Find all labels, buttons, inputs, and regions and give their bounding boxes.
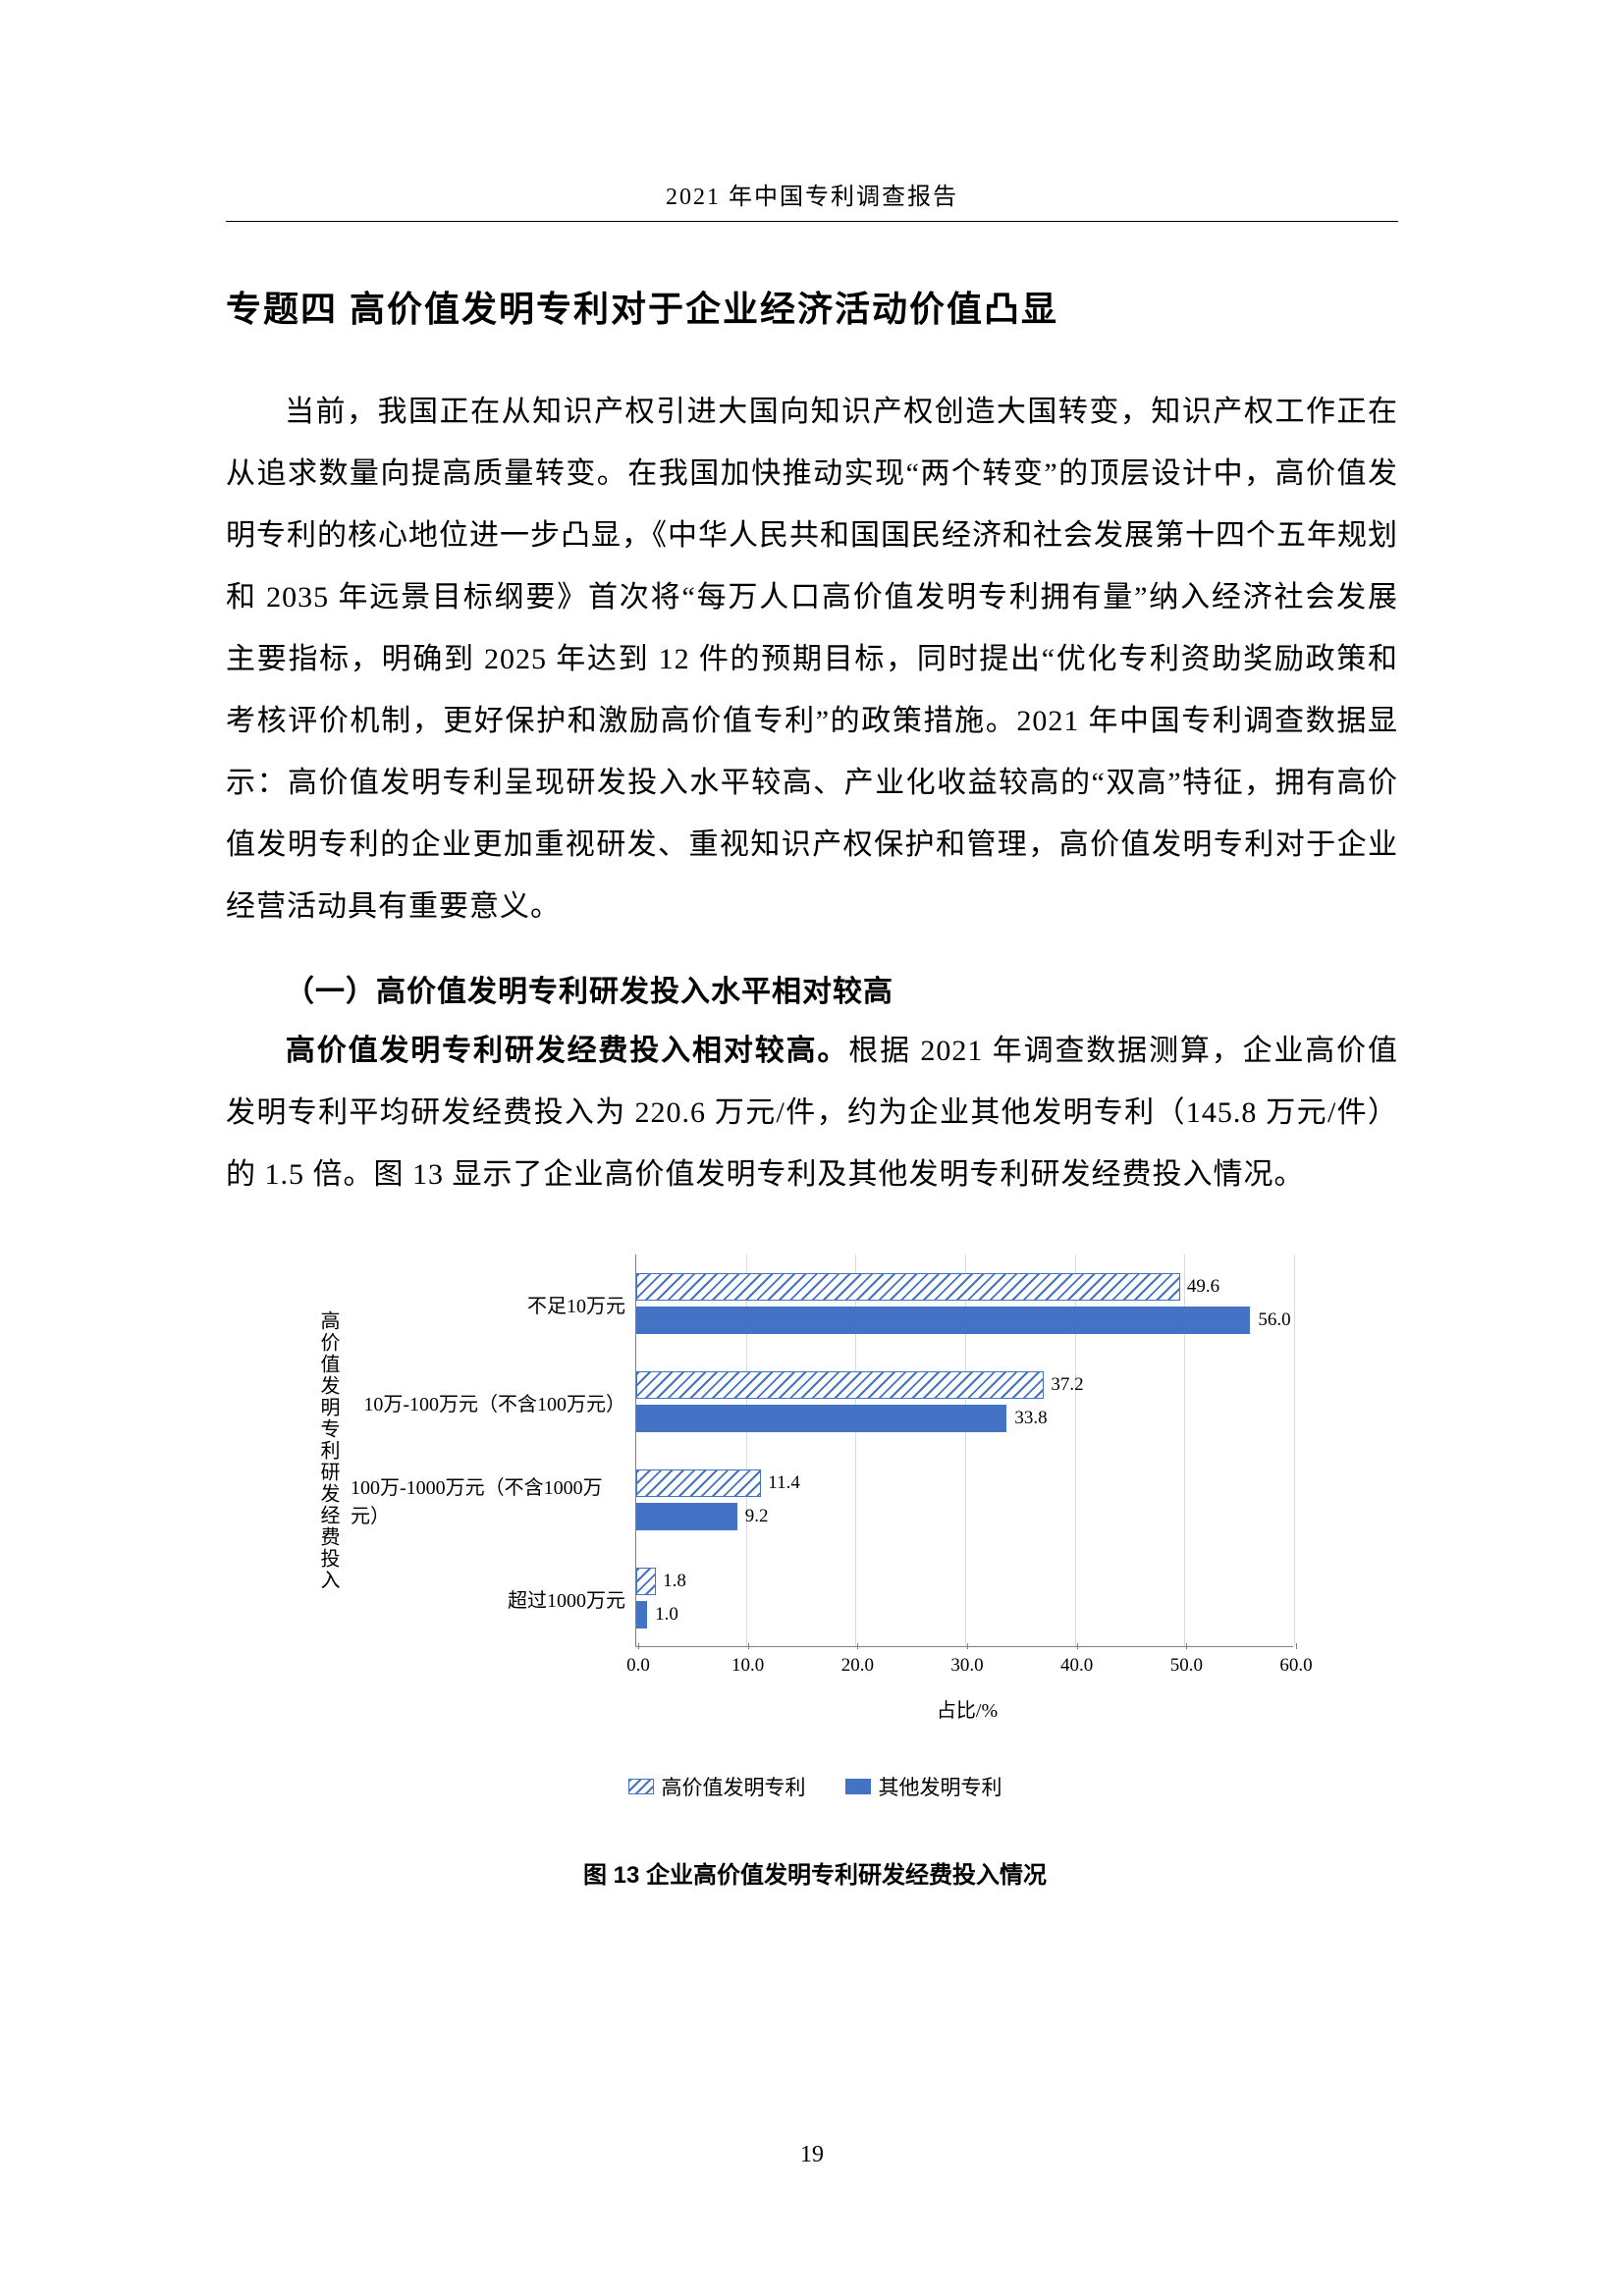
y-category-label: 不足10万元: [351, 1255, 635, 1353]
paragraph-2: 高价值发明专利研发经费投入相对较高。根据 2021 年调查数据测算，企业高价值发…: [226, 1020, 1398, 1205]
x-tick-label: 50.0: [1170, 1655, 1203, 1677]
bar-hatched: 49.6: [636, 1273, 1180, 1301]
bar-solid: 1.0: [636, 1601, 647, 1629]
legend-item: 其他发明专利: [845, 1772, 1002, 1801]
section-title: 专题四 高价值发明专利对于企业经济活动价值凸显: [226, 281, 1398, 332]
legend-swatch-hatched: [628, 1779, 654, 1794]
x-axis-ticks: 0.010.020.030.040.050.060.0: [638, 1647, 1296, 1677]
paragraph-1: 当前，我国正在从知识产权引进大国向知识产权创造大国转变，知识产权工作正在从追求数…: [226, 381, 1398, 937]
legend-label: 其他发明专利: [879, 1772, 1002, 1801]
bar-solid: 33.8: [636, 1405, 1006, 1432]
legend-label: 高价值发明专利: [662, 1772, 806, 1801]
bar-hatched: 1.8: [636, 1568, 656, 1595]
chart-figure-13: 高价值发明专利研发经费投入 不足10万元10万-100万元（不含100万元）10…: [314, 1255, 1316, 1890]
legend-swatch-solid: [845, 1779, 871, 1794]
x-tick-label: 40.0: [1060, 1655, 1093, 1677]
y-category-label: 10万-100万元（不含100万元）: [351, 1353, 635, 1451]
bar-value-label: 1.8: [655, 1571, 686, 1592]
bar-hatched: 37.2: [636, 1371, 1044, 1399]
chart-legend: 高价值发明专利 其他发明专利: [314, 1772, 1316, 1801]
bar-value-label: 9.2: [737, 1506, 769, 1527]
bar-hatched: 11.4: [636, 1469, 761, 1497]
y-category-label: 超过1000万元: [351, 1549, 635, 1647]
y-axis-categories: 不足10万元10万-100万元（不含100万元）100万-1000万元（不含10…: [351, 1255, 635, 1647]
bar-solid: 56.0: [636, 1307, 1250, 1334]
bar-value-label: 56.0: [1250, 1309, 1290, 1331]
y-category-label: 100万-1000万元（不含1000万元）: [351, 1451, 635, 1549]
legend-item: 高价值发明专利: [628, 1772, 806, 1801]
figure-caption: 图 13 企业高价值发明专利研发经费投入情况: [314, 1855, 1316, 1890]
x-tick-label: 10.0: [731, 1655, 764, 1677]
bar-value-label: 11.4: [760, 1472, 800, 1494]
x-tick-label: 0.0: [626, 1655, 650, 1677]
x-tick-label: 30.0: [950, 1655, 983, 1677]
bar-value-label: 33.8: [1006, 1408, 1047, 1429]
plot-area: 49.6 56.0 37.2 33.8 11.4 9.2 1.8 1.0: [635, 1255, 1293, 1647]
bar-value-label: 37.2: [1043, 1374, 1083, 1396]
report-header: 2021 年中国专利调查报告: [226, 177, 1398, 222]
x-axis-label: 占比/%: [638, 1694, 1296, 1723]
bar-value-label: 49.6: [1179, 1276, 1219, 1298]
y-axis-label: 高价值发明专利研发经费投入: [314, 1255, 351, 1647]
x-tick-label: 20.0: [841, 1655, 874, 1677]
x-tick-label: 60.0: [1279, 1655, 1312, 1677]
bar-value-label: 1.0: [647, 1604, 678, 1626]
page-number: 19: [0, 2142, 1624, 2168]
subsection-title: （一）高价值发明专利研发投入水平相对较高: [226, 967, 1398, 1010]
para2-bold: 高价值发明专利研发经费投入相对较高。: [285, 1035, 848, 1067]
bar-solid: 9.2: [636, 1503, 737, 1530]
